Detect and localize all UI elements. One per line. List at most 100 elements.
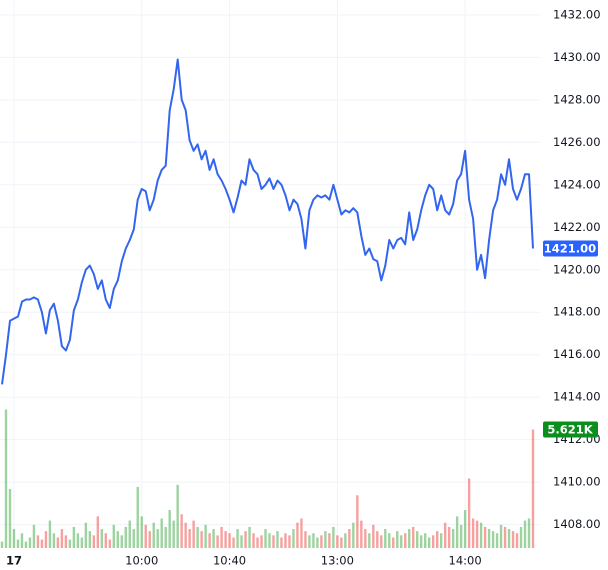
volume-bar <box>392 537 395 548</box>
volume-bar <box>531 429 535 548</box>
volume-bar <box>44 531 48 548</box>
volume-bar <box>96 516 100 548</box>
volume-bar <box>511 531 515 548</box>
volume-bar <box>459 524 463 548</box>
x-tick-label: 10:40 <box>213 554 246 568</box>
volume-bar <box>108 539 111 548</box>
volume-bar <box>88 531 92 548</box>
volume-bar <box>507 529 511 548</box>
volume-bar <box>451 529 455 548</box>
volume-bar <box>72 526 76 548</box>
volume-bar <box>308 535 311 548</box>
volume-bar <box>236 529 239 548</box>
volume-bar <box>384 529 387 548</box>
volume-bar <box>324 531 327 548</box>
volume-bar <box>12 529 16 548</box>
y-tick-label: 1414.00 <box>553 390 601 404</box>
x-tick-label: 13:00 <box>321 554 354 568</box>
volume-bar <box>412 526 415 548</box>
y-tick-label: 1418.00 <box>553 305 601 319</box>
volume-bar <box>380 535 383 548</box>
x-tick-label: 14:00 <box>449 554 482 568</box>
volume-bar <box>232 537 235 548</box>
price-label-bg <box>543 240 598 257</box>
volume-bar <box>523 520 527 548</box>
volume-bar <box>471 518 475 548</box>
y-tick-label: 1408.00 <box>553 517 601 531</box>
volume-bar <box>76 533 80 548</box>
y-tick-label: 1428.00 <box>553 92 601 106</box>
volume-bar <box>348 529 351 548</box>
volume-bar <box>396 531 399 548</box>
volume-bar <box>320 535 323 548</box>
volume-bar <box>272 535 275 548</box>
volume-bar <box>312 533 315 548</box>
volume-bar <box>136 486 139 548</box>
volume-bar <box>140 516 143 548</box>
volume-bar <box>192 520 195 548</box>
volume-bar <box>172 520 175 548</box>
y-tick-label: 1420.00 <box>553 262 601 276</box>
volume-bar <box>463 510 467 548</box>
volume-bar <box>491 531 495 548</box>
price-line <box>1 58 534 385</box>
volume-bar <box>60 529 64 548</box>
volume-bar <box>152 522 155 548</box>
volume-bar <box>28 537 32 548</box>
volume-bar <box>156 529 159 548</box>
y-tick-label: 1416.00 <box>553 347 601 361</box>
volume-bar <box>216 535 219 548</box>
volume-bar <box>92 535 96 548</box>
volume-bar <box>443 522 447 548</box>
volume-bar <box>475 520 479 548</box>
volume-bar <box>180 514 183 548</box>
volume-bar <box>160 518 163 548</box>
volume-bar <box>368 533 371 548</box>
volume-bar <box>416 531 419 548</box>
volume-bar <box>340 537 343 548</box>
volume-bar <box>356 495 359 548</box>
volume-bar <box>519 526 523 548</box>
volume-label-bg <box>543 421 598 438</box>
volume-bar <box>344 533 347 548</box>
volume-bar <box>479 522 483 548</box>
volume-bar <box>52 533 56 548</box>
volume-bar <box>16 539 20 548</box>
volume-bar <box>148 531 151 548</box>
volume-bar <box>388 533 391 548</box>
volume-bar <box>224 531 227 548</box>
volume-bar <box>336 535 339 548</box>
volume-bar <box>128 520 131 548</box>
volume-bar <box>4 409 8 548</box>
volume-bar <box>316 537 319 548</box>
y-tick-label: 1424.00 <box>553 177 601 191</box>
volume-bar <box>280 537 283 548</box>
volume-bar <box>300 518 303 548</box>
volume-bar <box>184 522 187 548</box>
x-tick-label: 10:00 <box>125 554 158 568</box>
volume-bar <box>408 529 411 548</box>
y-tick-label: 1430.00 <box>553 50 601 64</box>
volume-bar <box>467 478 471 548</box>
volume-bar <box>376 531 379 548</box>
volume-bar <box>527 518 531 548</box>
volume-bar <box>264 529 267 548</box>
volume-bar <box>164 526 167 548</box>
volume-bar <box>447 526 451 548</box>
volume-bar <box>104 533 108 548</box>
volume-bar <box>296 522 299 548</box>
volume-bar <box>455 516 459 548</box>
volume-bar <box>112 524 115 548</box>
volume-bar <box>483 526 487 548</box>
volume-bar <box>276 531 279 548</box>
volume-bar <box>360 520 363 548</box>
volume-bar <box>208 533 211 548</box>
volume-bar <box>439 533 443 548</box>
volume-bar <box>495 533 499 548</box>
volume-bar <box>200 531 203 548</box>
volume-bar <box>328 533 331 548</box>
volume-bar <box>20 533 24 548</box>
volume-bar <box>400 535 403 548</box>
y-tick-label: 1410.00 <box>553 475 601 489</box>
